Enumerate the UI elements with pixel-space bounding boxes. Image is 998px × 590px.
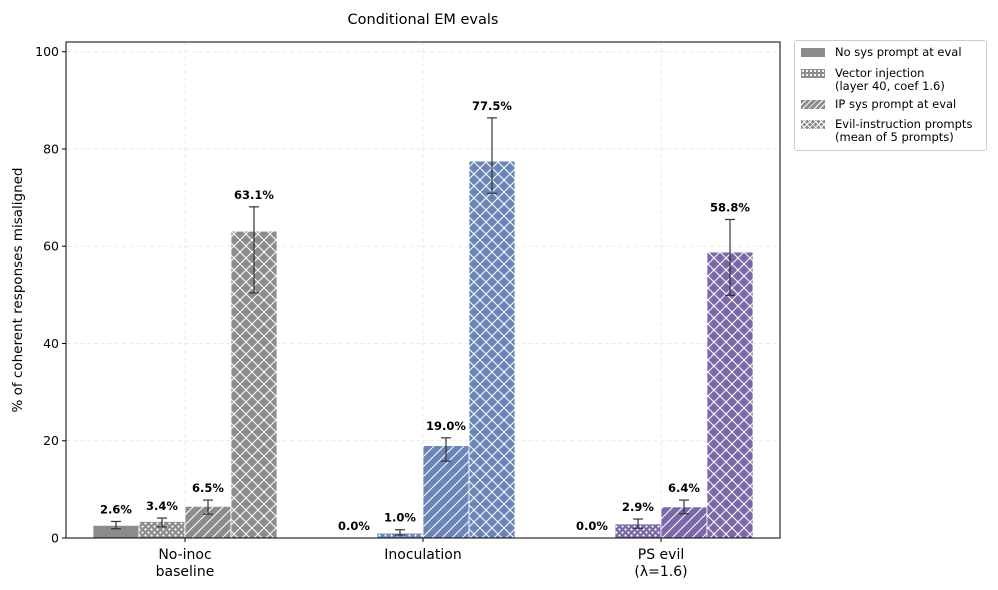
legend-item: Vector injection (layer 40, coef 1.6) bbox=[801, 67, 945, 93]
y-tick-label: 40 bbox=[43, 336, 59, 351]
error-bar bbox=[441, 437, 451, 462]
error-bar bbox=[203, 499, 213, 515]
x-tick-label: Inoculation bbox=[384, 547, 461, 563]
data-label: 77.5% bbox=[472, 99, 512, 113]
legend-swatch bbox=[801, 48, 825, 57]
error-bar bbox=[395, 529, 405, 536]
legend: No sys prompt at eval Vector injection (l… bbox=[794, 40, 987, 151]
bar-hatch bbox=[139, 521, 185, 538]
data-label: 2.9% bbox=[622, 500, 654, 514]
legend-label: Vector injection (layer 40, coef 1.6) bbox=[835, 66, 945, 93]
y-tick-label: 60 bbox=[43, 239, 59, 254]
y-tick-label: 100 bbox=[35, 44, 59, 59]
y-tick-label: 80 bbox=[43, 141, 59, 156]
bar-hatch bbox=[615, 523, 661, 538]
error-bar bbox=[679, 499, 689, 515]
data-label: 58.8% bbox=[710, 200, 750, 214]
x-tick-label: PS evil bbox=[638, 547, 684, 563]
bar bbox=[706, 251, 754, 539]
data-label: 63.1% bbox=[234, 188, 274, 202]
data-label: 19.0% bbox=[426, 419, 466, 433]
legend-swatch bbox=[801, 120, 825, 129]
legend-label: IP sys prompt at eval bbox=[835, 97, 957, 111]
data-label: 6.4% bbox=[668, 481, 700, 495]
bar bbox=[230, 230, 278, 539]
data-label: 6.5% bbox=[192, 481, 224, 495]
x-tick-label: No-inoc bbox=[158, 547, 211, 563]
data-label: 1.0% bbox=[384, 511, 416, 525]
labels-layer: 2.6% 3.4% 6.5% 63.1% 0.0% 1.0% 19.0% 77.5% 0.0% 2… bbox=[100, 99, 750, 533]
error-bar bbox=[157, 517, 167, 528]
error-bar bbox=[487, 117, 497, 194]
bars-layer bbox=[92, 117, 754, 539]
legend-swatch bbox=[801, 100, 825, 109]
x-tick-label: (λ=1.6) bbox=[634, 564, 687, 580]
bar bbox=[468, 160, 516, 539]
y-tick-label: 20 bbox=[43, 433, 59, 448]
data-label: 3.4% bbox=[146, 499, 178, 513]
error-bar bbox=[725, 218, 735, 296]
chart-title: Conditional EM evals bbox=[348, 12, 499, 28]
bar-hatch bbox=[469, 161, 515, 538]
legend-item: IP sys prompt at eval bbox=[801, 98, 956, 111]
error-bar bbox=[249, 206, 259, 294]
legend-item: Evil-instruction prompts (mean of 5 prom… bbox=[801, 118, 972, 144]
legend-item: No sys prompt at eval bbox=[801, 46, 962, 59]
legend-label: No sys prompt at eval bbox=[835, 45, 962, 59]
y-axis-label: % of coherent responses misaligned bbox=[10, 167, 26, 412]
bar bbox=[422, 445, 470, 539]
error-bar bbox=[111, 520, 121, 530]
x-tick-label: baseline bbox=[156, 564, 215, 580]
data-label: 2.6% bbox=[100, 502, 132, 516]
data-label: 0.0% bbox=[576, 519, 608, 533]
legend-label: Evil-instruction prompts (mean of 5 prom… bbox=[835, 117, 973, 144]
bar-hatch bbox=[707, 252, 753, 538]
legend-swatch bbox=[801, 69, 825, 78]
data-label: 0.0% bbox=[338, 519, 370, 533]
y-tick-label: 0 bbox=[51, 531, 59, 546]
grid-layer bbox=[66, 42, 780, 539]
error-bar bbox=[633, 518, 643, 529]
